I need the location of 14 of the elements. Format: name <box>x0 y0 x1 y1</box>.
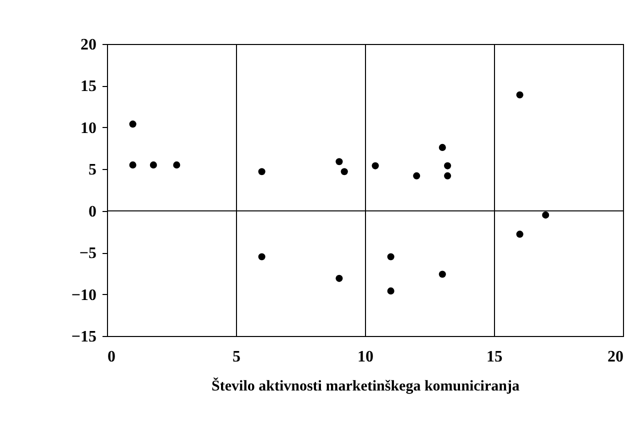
x-tick-label: 10 <box>358 348 374 366</box>
y-tick-label: −5 <box>79 245 96 262</box>
x-axis-title: Število aktivnosti marketinškega komuniciranja <box>212 376 520 394</box>
y-tick-label: 20 <box>80 36 96 54</box>
x-tick-label: 5 <box>232 348 240 366</box>
x-tick-label: 0 <box>108 348 116 366</box>
y-tick-label: 5 <box>88 162 96 179</box>
y-tick-label: −15 <box>71 328 96 346</box>
y-tick-label: −10 <box>71 286 96 304</box>
y-tick-label: 0 <box>88 203 96 220</box>
x-tick-label: 15 <box>486 348 502 366</box>
y-tick-label: 10 <box>80 120 96 137</box>
y-tick-label: 15 <box>80 78 96 96</box>
x-tick-label: 20 <box>608 348 624 366</box>
